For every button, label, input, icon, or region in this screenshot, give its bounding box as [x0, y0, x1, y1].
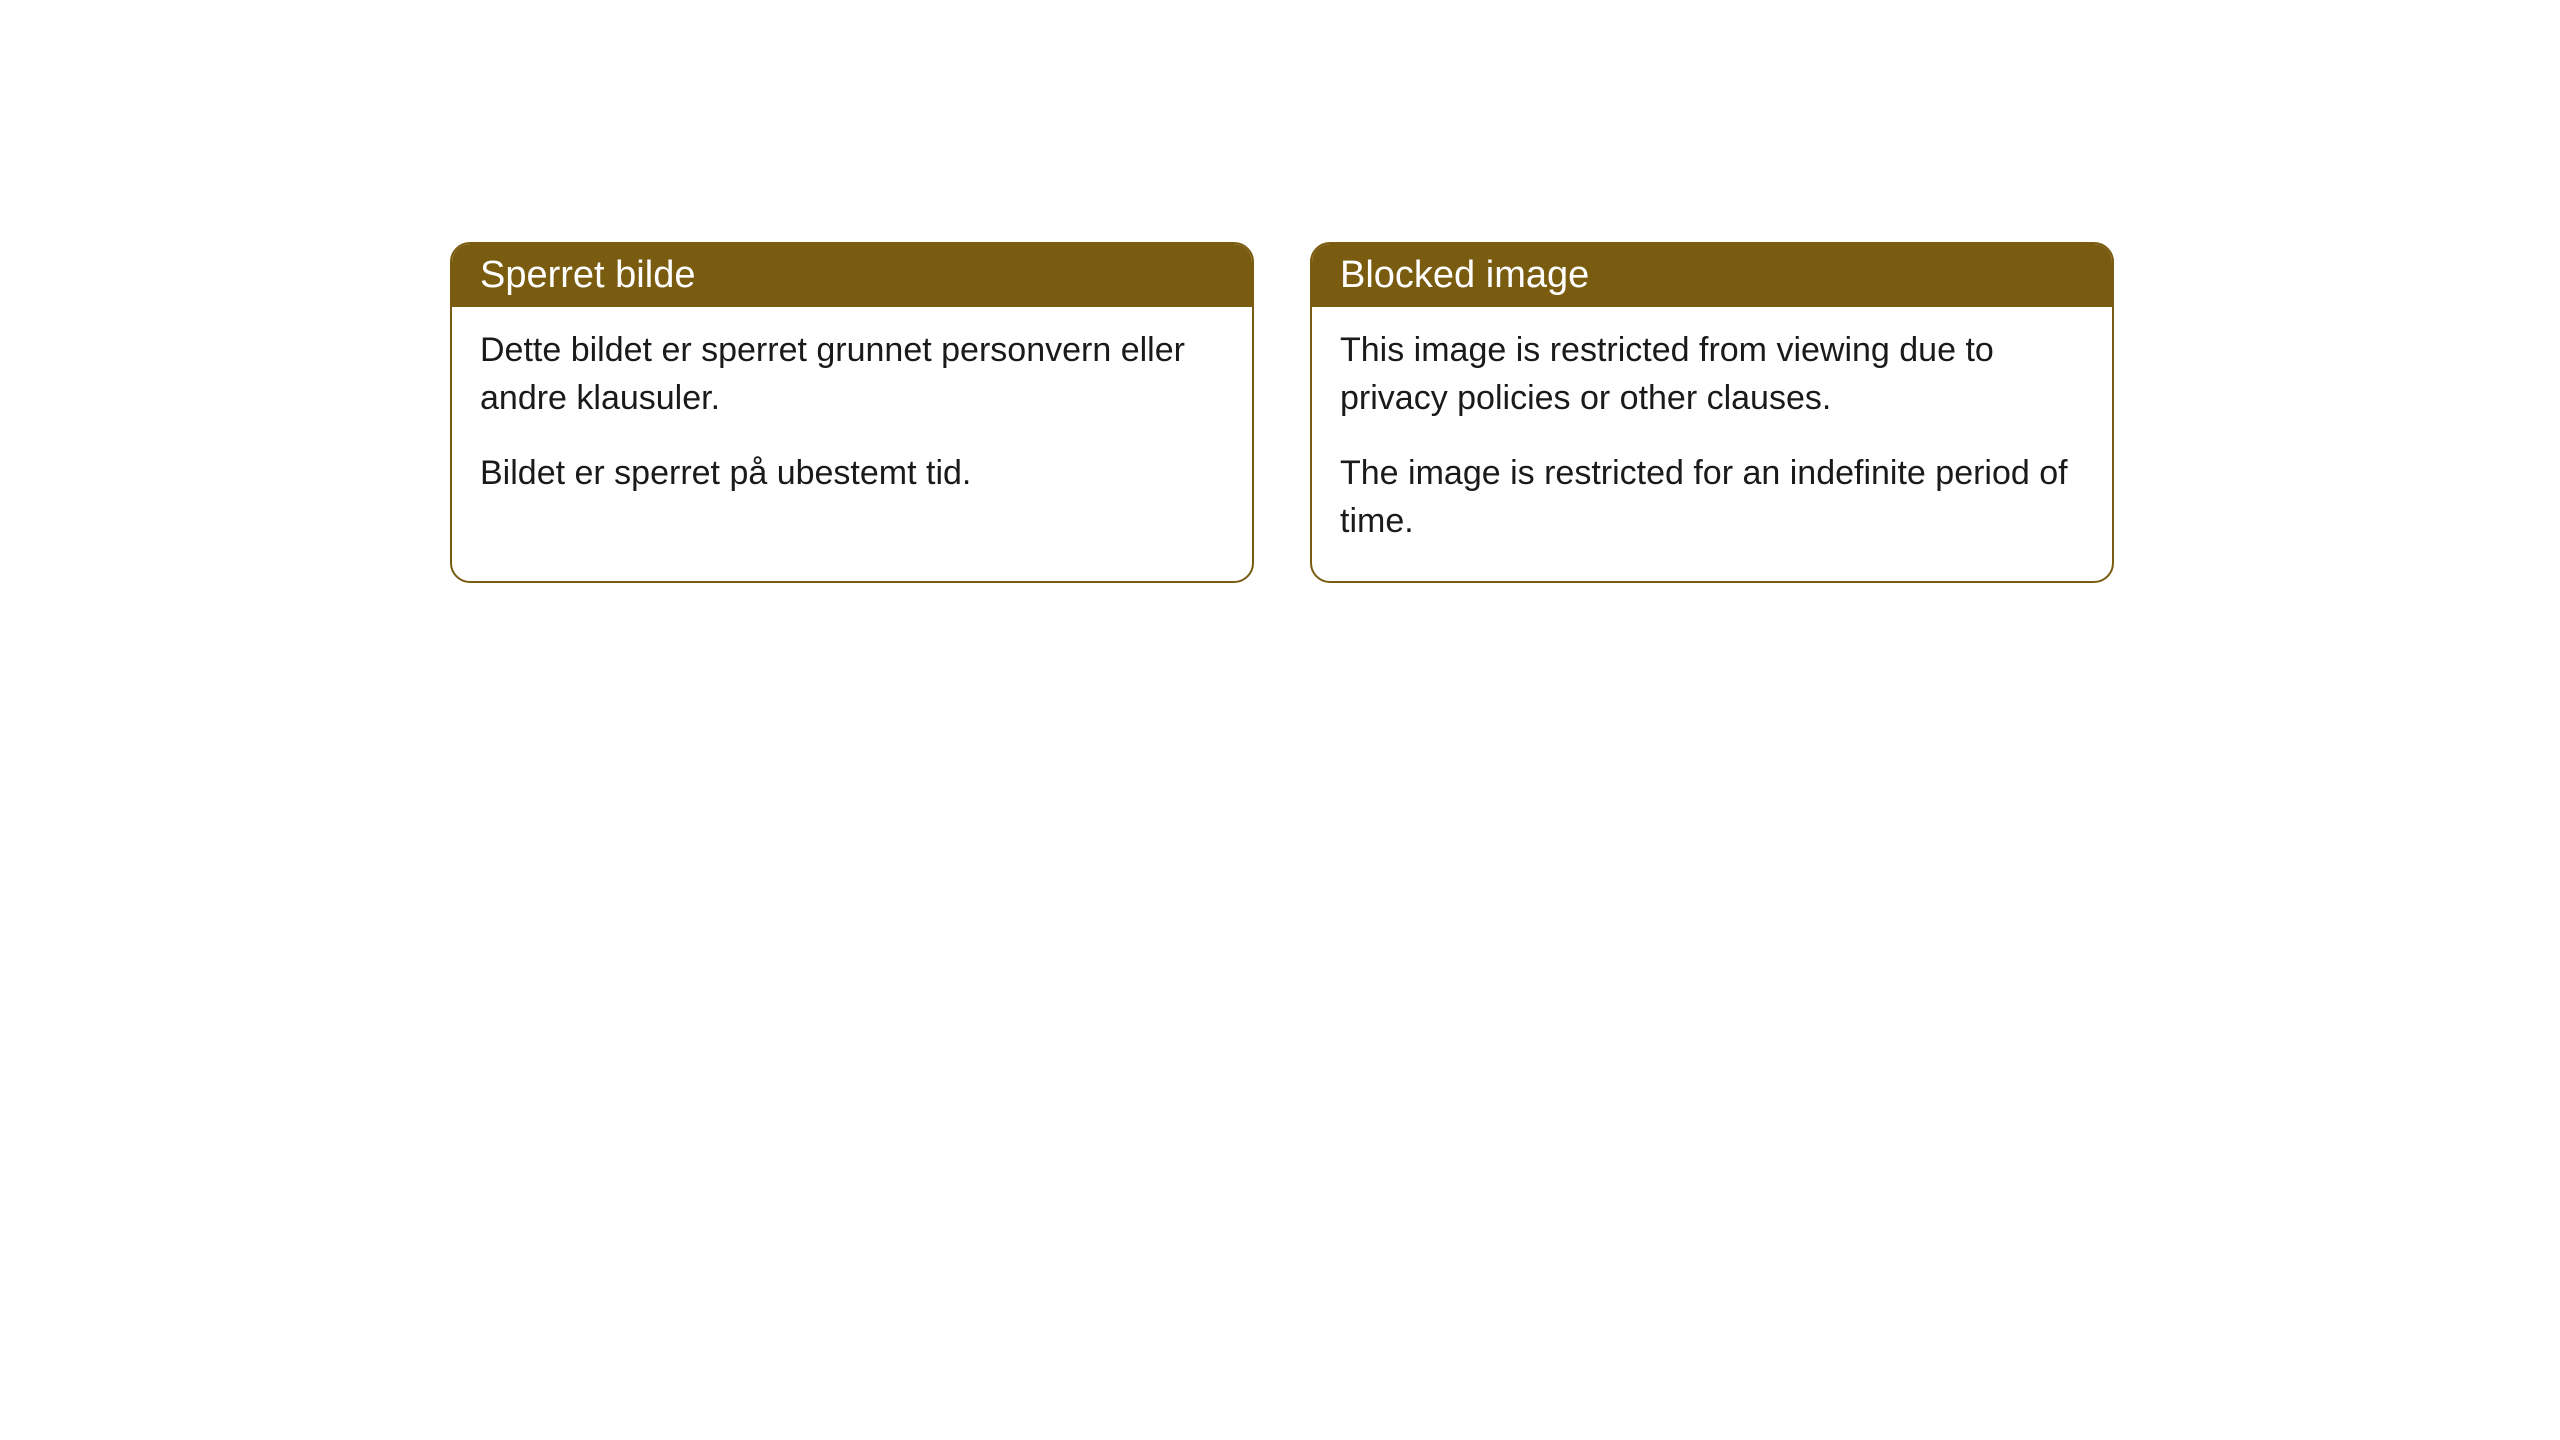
cards-container: Sperret bilde Dette bildet er sperret gr… — [0, 0, 2560, 583]
card-paragraph-1-english: This image is restricted from viewing du… — [1340, 327, 2084, 422]
card-paragraph-2-norwegian: Bildet er sperret på ubestemt tid. — [480, 450, 1224, 498]
card-paragraph-1-norwegian: Dette bildet er sperret grunnet personve… — [480, 327, 1224, 422]
card-paragraph-2-english: The image is restricted for an indefinit… — [1340, 450, 2084, 545]
card-body-norwegian: Dette bildet er sperret grunnet personve… — [452, 307, 1252, 534]
card-header-norwegian: Sperret bilde — [452, 244, 1252, 307]
card-body-english: This image is restricted from viewing du… — [1312, 307, 2112, 581]
card-header-english: Blocked image — [1312, 244, 2112, 307]
blocked-image-card-norwegian: Sperret bilde Dette bildet er sperret gr… — [450, 242, 1254, 583]
blocked-image-card-english: Blocked image This image is restricted f… — [1310, 242, 2114, 583]
